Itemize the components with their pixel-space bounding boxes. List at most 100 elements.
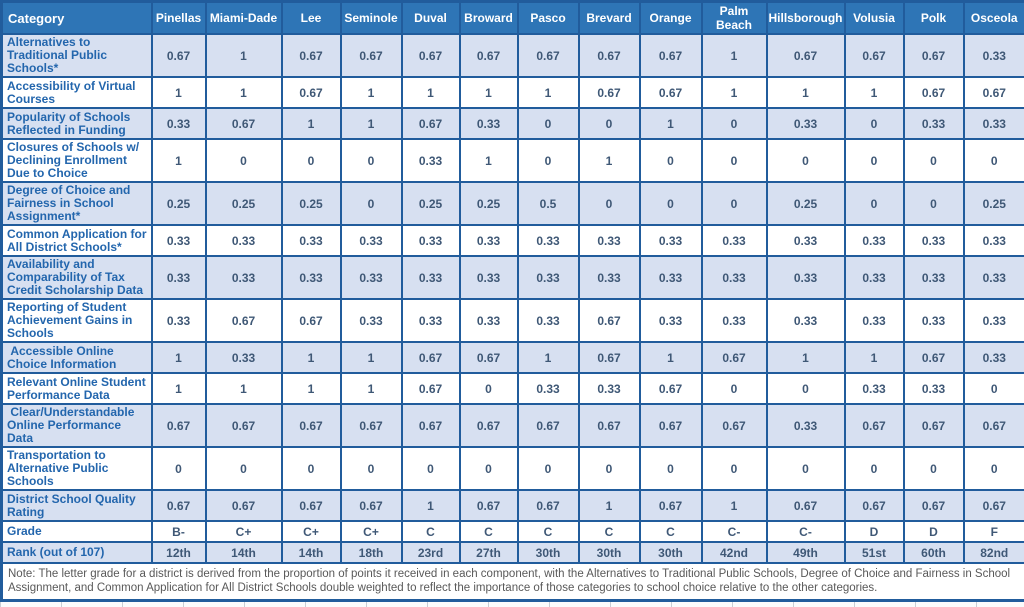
score-cell: 1	[282, 342, 341, 373]
score-cell: 0.33	[460, 256, 518, 299]
score-cell: C+	[341, 521, 402, 542]
table-row-transportation-to-alternative-public-schools: Transportation to Alternative Public Sch…	[2, 447, 1024, 490]
score-cell: 0.67	[402, 404, 460, 447]
table-row-degree-of-choice-and-fairness-in-school-assignment: Degree of Choice and Fairness in School …	[2, 182, 1024, 225]
score-cell: 0.67	[579, 299, 640, 342]
score-cell: 0.67	[460, 404, 518, 447]
table-row-closures-of-schools-w-declining-enrollment-due-to-choice: Closures of Schools w/ Declining Enrollm…	[2, 139, 1024, 182]
score-cell: 1	[460, 77, 518, 108]
score-cell: 0.67	[904, 77, 964, 108]
score-cell: 0.33	[402, 299, 460, 342]
score-cell: 0.33	[518, 373, 579, 404]
score-cell: 82nd	[964, 542, 1024, 563]
score-cell: 0.33	[402, 139, 460, 182]
score-cell: 0.67	[206, 108, 282, 139]
score-cell: 1	[402, 490, 460, 521]
score-cell: 1	[640, 108, 702, 139]
table-row-availability-and-comparability-of-tax-credit-scholarship-data: Availability and Comparability of Tax Cr…	[2, 256, 1024, 299]
score-cell: 0.33	[460, 299, 518, 342]
score-cell: 0.33	[518, 256, 579, 299]
score-cell: 0.33	[767, 256, 845, 299]
score-cell: C+	[206, 521, 282, 542]
score-cell: 0.33	[845, 299, 904, 342]
row-label: Popularity of Schools Reflected in Fundi…	[2, 108, 152, 139]
note-row: Note: The letter grade for a district is…	[2, 563, 1024, 601]
score-cell: 0	[341, 447, 402, 490]
score-cell: 60th	[904, 542, 964, 563]
score-cell: 0.67	[702, 342, 767, 373]
score-cell: 0	[767, 373, 845, 404]
score-cell: 0.67	[460, 342, 518, 373]
score-cell: 0.33	[579, 373, 640, 404]
score-cell: 0.33	[282, 256, 341, 299]
score-cell: 0.33	[904, 108, 964, 139]
score-cell: C	[518, 521, 579, 542]
score-cell: 0	[767, 139, 845, 182]
row-label: Reporting of Student Achievement Gains i…	[2, 299, 152, 342]
table-row-alternatives-to-traditional-public-schools: Alternatives to Traditional Public Schoo…	[2, 34, 1024, 77]
score-cell: 1	[845, 342, 904, 373]
row-label: District School Quality Rating	[2, 490, 152, 521]
score-cell: 0.33	[460, 108, 518, 139]
score-cell: 0	[640, 447, 702, 490]
score-cell: 0.33	[767, 404, 845, 447]
score-cell: 0.67	[341, 34, 402, 77]
score-cell: 0.33	[964, 342, 1024, 373]
score-cell: 0.33	[845, 225, 904, 256]
score-cell: 1	[579, 490, 640, 521]
score-cell: 0	[460, 373, 518, 404]
score-cell: 0	[640, 182, 702, 225]
footnote-text: Note: The letter grade for a district is…	[2, 563, 1024, 601]
score-cell: 14th	[282, 542, 341, 563]
score-cell: 0.33	[702, 299, 767, 342]
score-cell: 0.33	[964, 256, 1024, 299]
row-label: Availability and Comparability of Tax Cr…	[2, 256, 152, 299]
score-cell: 1	[152, 342, 206, 373]
score-cell: 1	[282, 373, 341, 404]
score-cell: 0	[518, 447, 579, 490]
score-cell: 0.33	[282, 225, 341, 256]
table-row-common-application-for-all-district-schools: Common Application for All District Scho…	[2, 225, 1024, 256]
score-cell: D	[904, 521, 964, 542]
column-header-palm-beach: Palm Beach	[702, 2, 767, 35]
score-cell: 0.67	[518, 404, 579, 447]
row-label: Alternatives to Traditional Public Schoo…	[2, 34, 152, 77]
score-cell: C	[460, 521, 518, 542]
row-label: Transportation to Alternative Public Sch…	[2, 447, 152, 490]
score-cell: C-	[767, 521, 845, 542]
score-cell: 0.67	[964, 77, 1024, 108]
score-cell: 0.67	[282, 34, 341, 77]
score-cell: 0.33	[152, 256, 206, 299]
score-cell: 0.67	[206, 404, 282, 447]
score-cell: 12th	[152, 542, 206, 563]
score-cell: 0.33	[845, 373, 904, 404]
column-header-orange: Orange	[640, 2, 702, 35]
score-cell: 0.33	[206, 256, 282, 299]
score-cell: 0.67	[282, 299, 341, 342]
row-label: Accessibility of Virtual Courses	[2, 77, 152, 108]
score-cell: 0.33	[152, 225, 206, 256]
score-cell: 0.67	[702, 404, 767, 447]
column-header-volusia: Volusia	[845, 2, 904, 35]
score-cell: 0.33	[702, 225, 767, 256]
score-cell: 0.25	[402, 182, 460, 225]
score-cell: 30th	[579, 542, 640, 563]
column-header-broward: Broward	[460, 2, 518, 35]
score-cell: 0.67	[904, 342, 964, 373]
score-cell: 0.67	[518, 490, 579, 521]
score-cell: 1	[341, 77, 402, 108]
score-cell: 0.67	[402, 373, 460, 404]
score-cell: 30th	[518, 542, 579, 563]
score-cell: F	[964, 521, 1024, 542]
score-cell: 0.25	[282, 182, 341, 225]
score-cell: 0.33	[206, 342, 282, 373]
score-cell: 0.33	[964, 108, 1024, 139]
score-cell: 0.33	[640, 256, 702, 299]
score-cell: 0.67	[640, 373, 702, 404]
